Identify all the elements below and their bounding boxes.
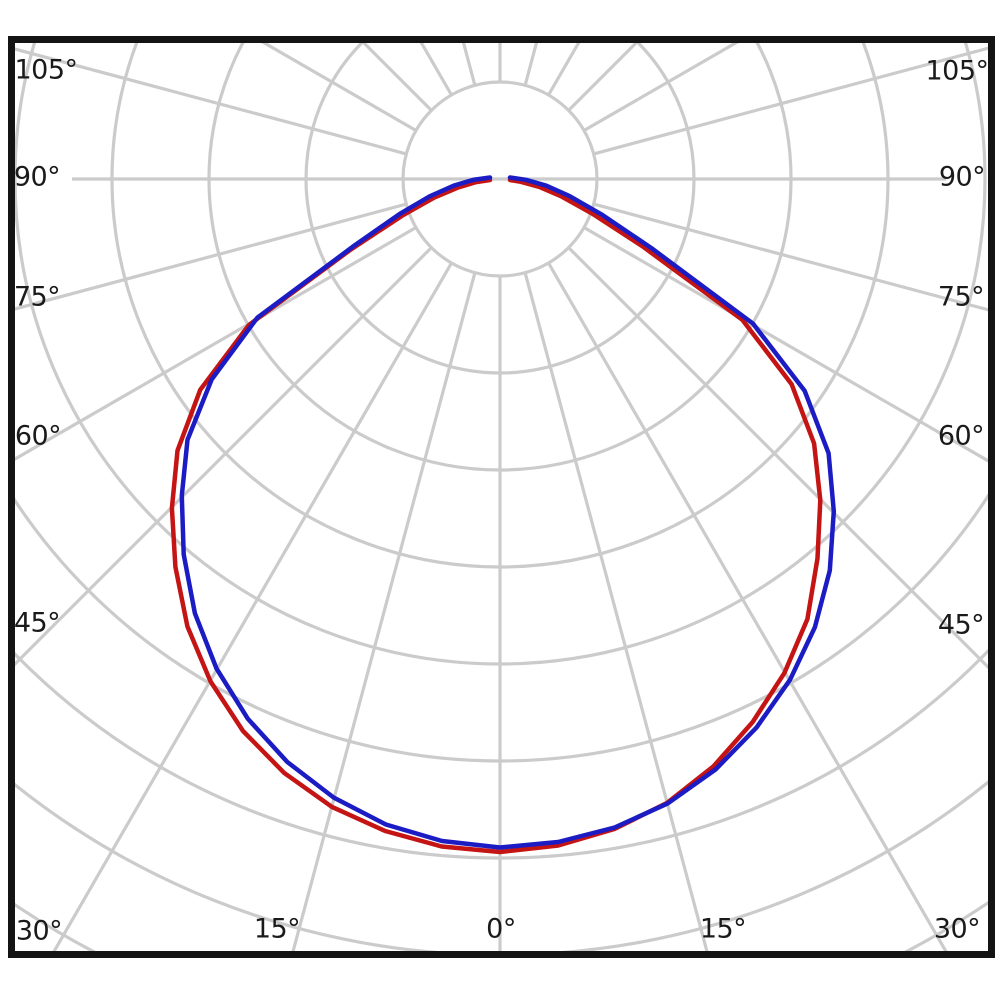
angle-label-right-45: 45°: [937, 609, 985, 641]
grid-ray: [15, 202, 407, 311]
grid-ray: [593, 46, 988, 156]
curve-blue: [179, 175, 837, 850]
grid-ray: [15, 47, 407, 156]
angle-label-left-90: 90°: [13, 161, 61, 193]
curve-red: [169, 177, 823, 855]
grid-ray: [52, 262, 453, 951]
grid-ray: [15, 226, 417, 461]
angle-label-bottom-15-left: 15°: [253, 913, 301, 945]
angle-label-left-105: 105°: [14, 54, 78, 86]
angle-label-bottom-30-right: 30°: [933, 913, 981, 945]
angle-label-right-75: 75°: [937, 281, 985, 313]
angle-label-left-60: 60°: [14, 420, 62, 452]
grid-ray: [15, 246, 433, 667]
grid-ray: [291, 272, 477, 951]
angle-label-right-90: 90°: [938, 161, 986, 193]
angle-label-bottom-15-right: 15°: [699, 913, 747, 945]
angle-label-left-75: 75°: [13, 281, 61, 313]
grid-ray: [593, 202, 988, 312]
plot-frame: [8, 36, 995, 958]
angle-label-left-45: 45°: [13, 607, 61, 639]
angle-label-bottom-0: 0°: [486, 913, 516, 945]
angle-label-right-60: 60°: [937, 420, 985, 452]
angle-label-right-105: 105°: [925, 55, 989, 87]
grid-ray: [583, 226, 988, 463]
grid-ray: [547, 262, 948, 951]
grid-ray: [567, 246, 988, 670]
angle-label-bottom-30-left: 30°: [15, 915, 63, 947]
intensity-curves: [169, 175, 837, 855]
grid-ray: [523, 272, 709, 951]
